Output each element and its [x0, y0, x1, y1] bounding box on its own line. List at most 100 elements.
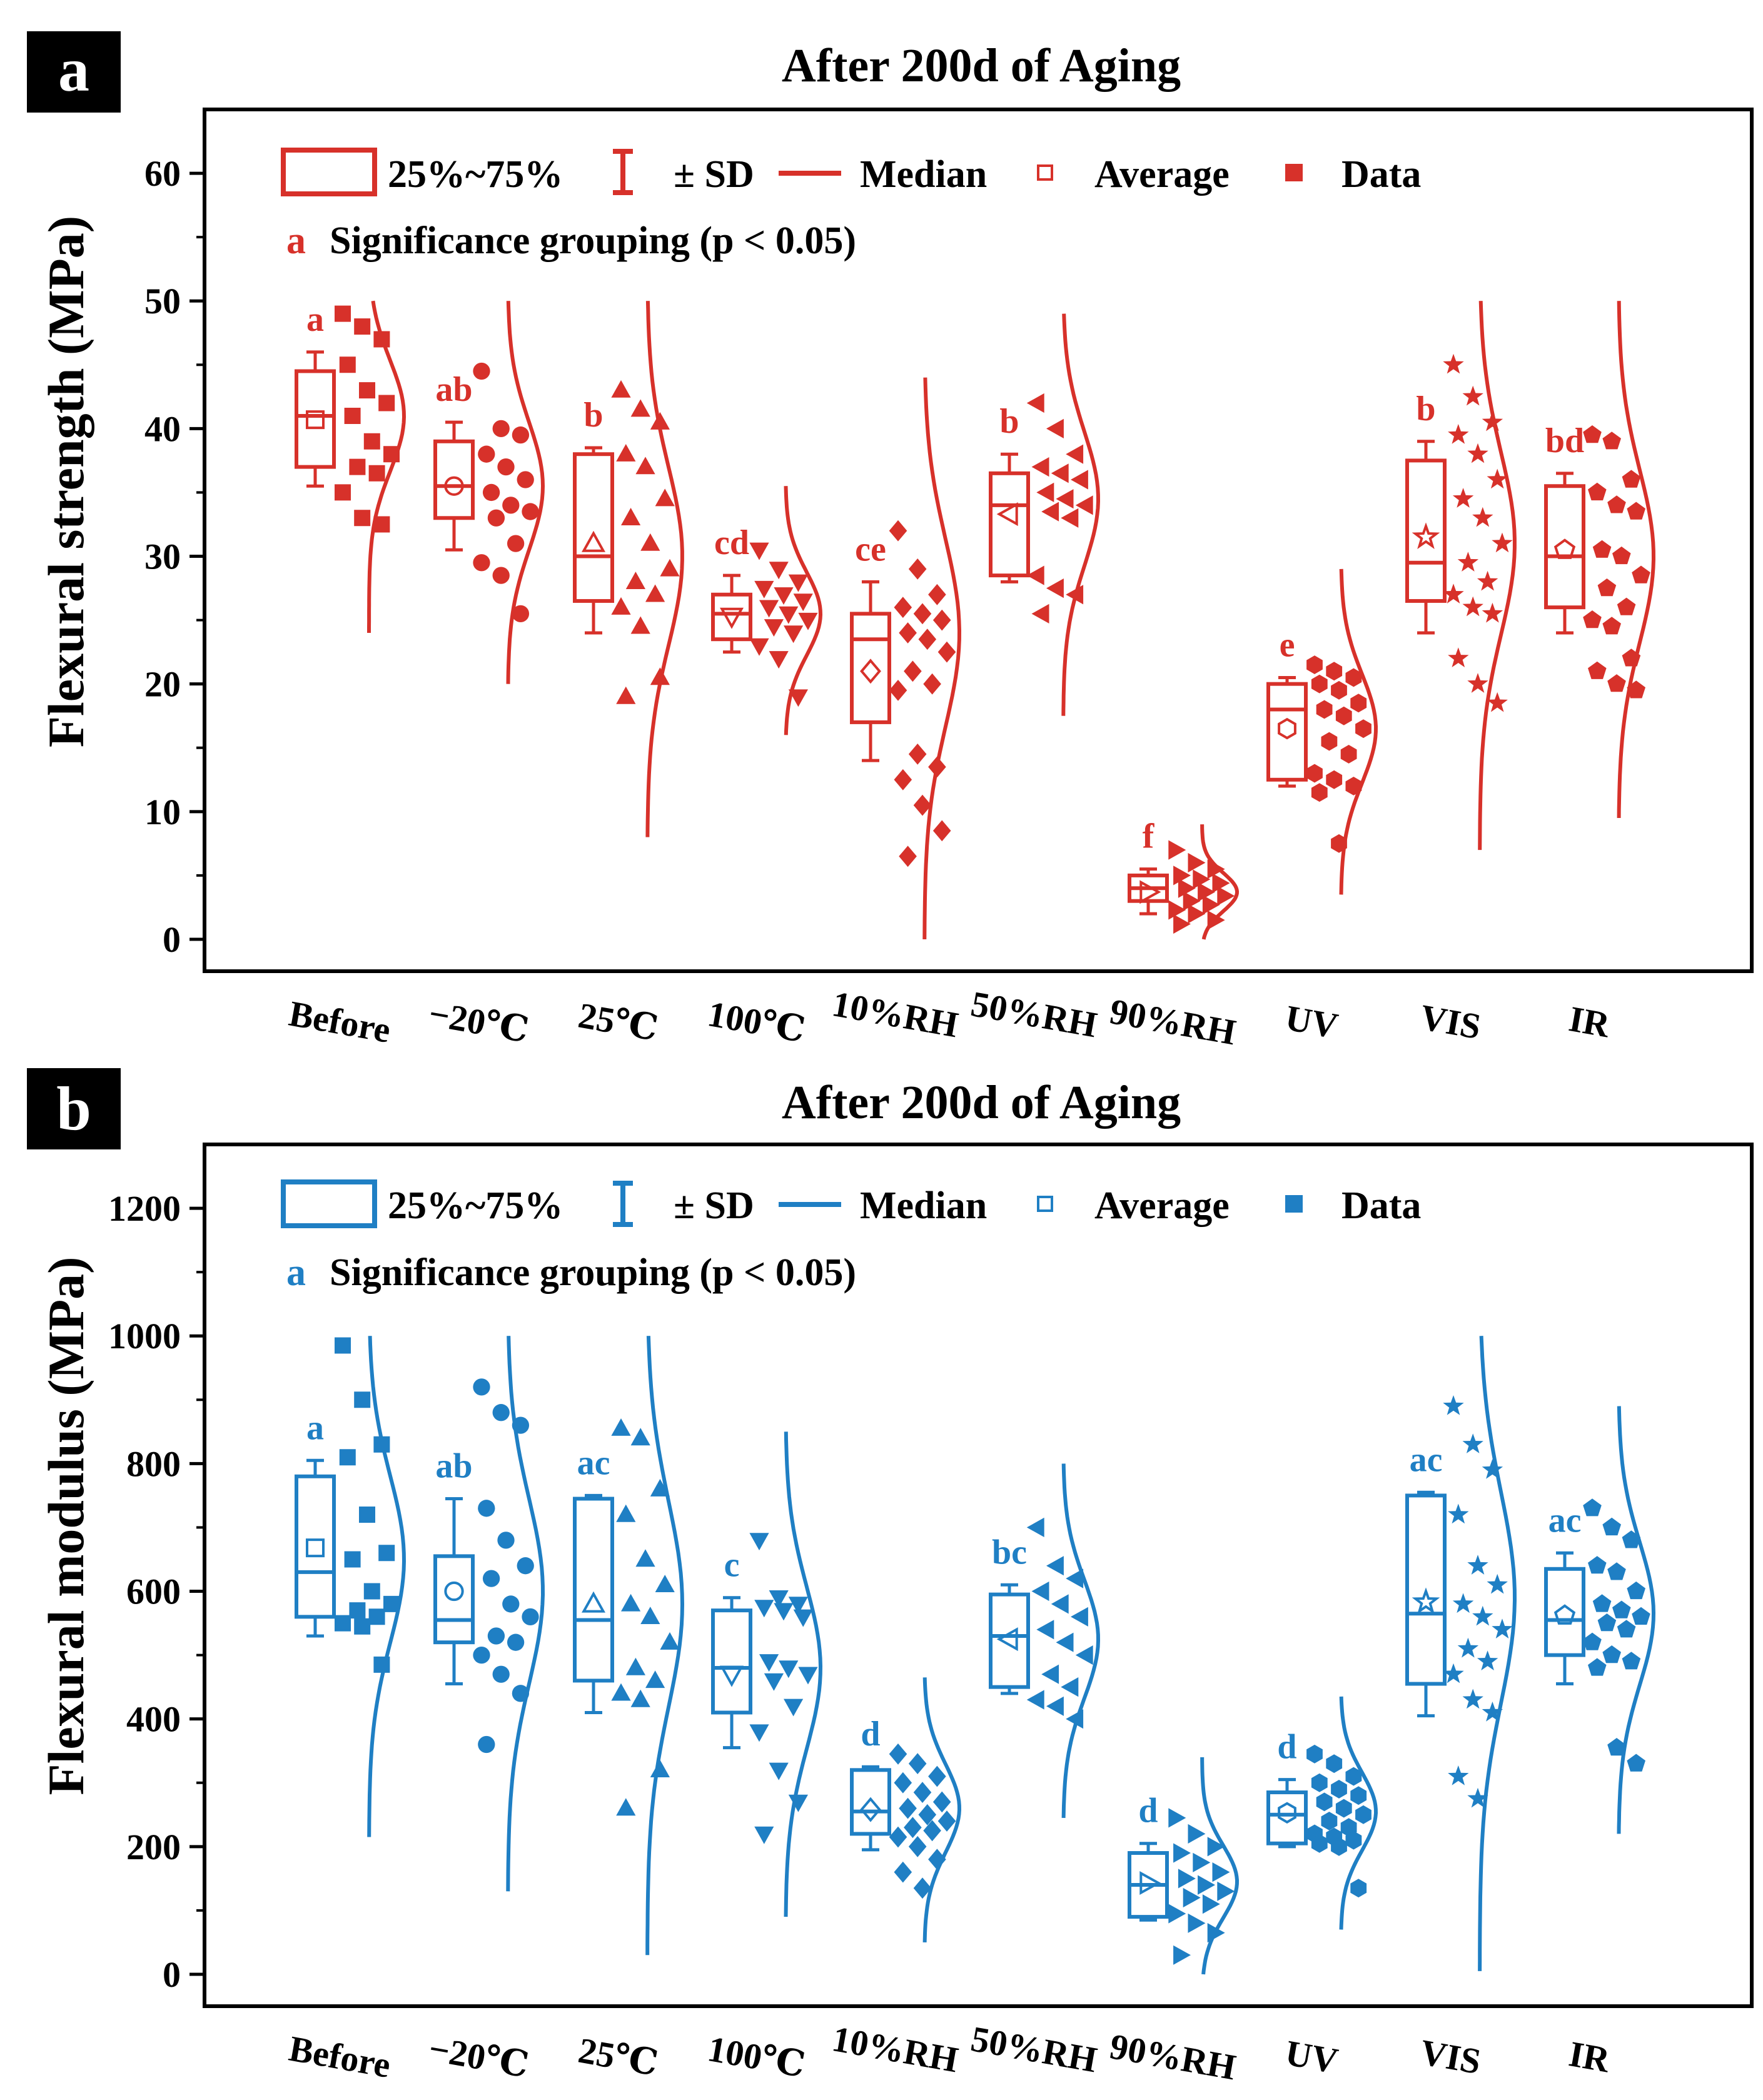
iqr-box [1266, 1790, 1308, 1845]
data-point [1622, 1530, 1641, 1548]
data-point [507, 535, 525, 552]
data-point [1627, 1754, 1645, 1772]
data-point [1492, 532, 1513, 553]
data-point [512, 426, 530, 444]
data-point [621, 1593, 641, 1612]
significance-letter: a [306, 1408, 324, 1447]
x-tick-label-10rh: 10%RH [829, 2018, 961, 2080]
y-axis-ticks-a: 0 10 20 30 40 50 60 [144, 153, 205, 960]
data-point [889, 520, 907, 542]
data-point [512, 1685, 530, 1702]
data-point [1467, 1555, 1488, 1575]
data-point [1462, 385, 1483, 406]
data-point [1173, 914, 1191, 934]
y-tick-label: 20 [144, 664, 181, 705]
legend-sig-label-a: Significance grouping (p < 0.05) [330, 220, 856, 262]
data-point [378, 1545, 395, 1562]
data-point [1207, 1837, 1225, 1857]
y-tick-label: 600 [126, 1572, 181, 1612]
data-point [1306, 764, 1323, 783]
data-point [1321, 1812, 1338, 1830]
data-point [630, 1428, 650, 1446]
data-point [1207, 910, 1225, 930]
iqr-box [989, 471, 1030, 578]
distribution-curve [506, 301, 545, 684]
data-point [899, 1797, 917, 1819]
data-point [1627, 680, 1645, 699]
distribution-curve [1200, 1757, 1240, 1975]
data-point [1046, 1696, 1064, 1716]
data-point [635, 1549, 655, 1567]
data-point [1335, 706, 1352, 725]
data-point [889, 1826, 907, 1848]
mean-marker [719, 1665, 744, 1687]
x-tick-label-50rh: 50%RH [968, 983, 1100, 1045]
data-point [611, 380, 631, 398]
data-point [1602, 1645, 1621, 1663]
data-point [894, 597, 912, 618]
data-point [779, 1660, 799, 1678]
data-point [1031, 1581, 1049, 1602]
legend-box-label-a: 25%~75% [388, 153, 563, 196]
x-tick-label-ir: IR [1566, 2033, 1614, 2080]
y-tick-label: 1200 [108, 1188, 181, 1229]
iqr-box [573, 1497, 614, 1683]
data-point [788, 1794, 808, 1812]
data-point [1041, 502, 1059, 522]
data-point [1627, 1581, 1645, 1600]
data-point [383, 1595, 400, 1612]
data-point [1321, 732, 1338, 751]
mean-marker [860, 1797, 881, 1822]
x-tick-label-100: 100℃ [705, 993, 808, 1050]
data-point [788, 1597, 808, 1615]
data-point [769, 651, 789, 669]
data-point [1071, 470, 1088, 490]
group-vis: b [1405, 301, 1517, 851]
group-20: ab [433, 301, 545, 684]
data-point [889, 680, 907, 701]
distribution-curve [367, 300, 407, 633]
data-point [1632, 1607, 1650, 1625]
data-point [1311, 1773, 1328, 1792]
data-point [1061, 1677, 1079, 1697]
group-uv: d [1266, 1696, 1378, 1930]
mean-marker [1139, 880, 1161, 904]
group-20: ab [433, 1336, 545, 1892]
data-point [923, 1820, 941, 1842]
data-point [1345, 668, 1362, 687]
data-point [373, 331, 390, 348]
data-point [1588, 661, 1607, 679]
data-point [1202, 1894, 1220, 1914]
data-point [937, 1810, 956, 1832]
distribution-curve [1061, 313, 1101, 716]
data-point [1046, 418, 1064, 438]
data-point [1443, 353, 1464, 374]
data-point [1036, 1620, 1054, 1640]
x-tick-label-25: 25℃ [575, 995, 661, 1049]
data-point [774, 1603, 794, 1621]
data-point [928, 583, 946, 605]
data-point [1178, 878, 1196, 898]
data-point [373, 1656, 390, 1673]
distribution-curve [645, 1336, 685, 1956]
legend-data-icon-b [1285, 1195, 1303, 1213]
significance-letter: bc [992, 1533, 1027, 1572]
y-tick-label: 400 [126, 1699, 181, 1740]
data-point [1472, 507, 1493, 527]
data-point [1066, 1568, 1084, 1588]
data-point [1168, 1904, 1186, 1924]
data-point [1612, 1600, 1631, 1618]
data-point [928, 756, 946, 778]
data-point [611, 597, 631, 615]
iqr-box [1544, 1567, 1585, 1657]
plot-area-b: a ab ac c d bc d d ac ac [295, 1336, 1656, 1975]
data-point [913, 1877, 932, 1899]
data-point [749, 1724, 769, 1742]
data-point [1622, 470, 1641, 488]
data-point [754, 580, 774, 598]
data-point [655, 488, 675, 507]
legend-box-label-b: 25%~75% [388, 1184, 563, 1227]
data-point [1183, 891, 1201, 911]
data-point [793, 1609, 813, 1627]
